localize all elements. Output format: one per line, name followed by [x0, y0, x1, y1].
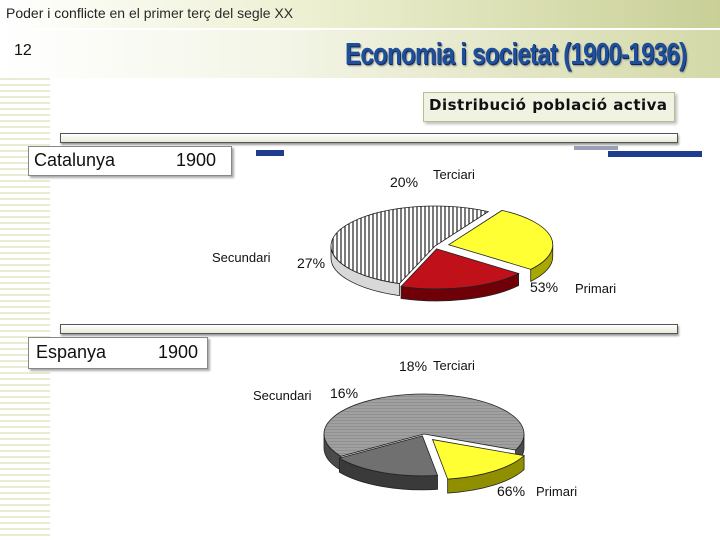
pie-slice-terciari [400, 248, 520, 290]
header-bar [0, 0, 720, 28]
year-label: 1900 [176, 150, 217, 170]
pie-category-label: Secundari [212, 250, 271, 265]
pie-chart-espanya: 66% Primari 16% Secundari 18% Terciari [253, 358, 577, 499]
pie-slice-primari [330, 205, 490, 285]
section-title-box [423, 92, 675, 122]
pie-category-label: Primari [575, 281, 616, 296]
pie-value-label: 18% [399, 358, 427, 374]
slide-number: 12 [14, 42, 32, 59]
decorative-dash [256, 150, 284, 156]
pie-slice-secundari [431, 439, 525, 480]
divider-top [60, 133, 678, 143]
pie-category-label: Terciari [433, 167, 475, 182]
presentation-title-part-b: en el primer terç del segle XX [109, 5, 294, 21]
pie-value-label: 27% [297, 255, 325, 271]
divider-middle [60, 324, 678, 334]
slide-title: Economia i societat (1900-1936) [345, 36, 687, 71]
pie-value-label: 53% [530, 279, 558, 295]
pie-value-label: 20% [390, 174, 418, 190]
pie-chart-catalunya: 53% Primari 27% Secundari 20% Terciari [212, 167, 616, 302]
pie-category-label: Terciari [433, 358, 475, 373]
section-title: Distribució població activa [429, 96, 668, 114]
year-label: 1900 [158, 342, 199, 362]
decorative-dash [608, 151, 702, 157]
pie-slice-terciari [338, 435, 439, 477]
region-label-box [28, 146, 232, 176]
pie-value-label: 16% [330, 385, 358, 401]
pie-slice-secundari [447, 209, 554, 270]
region-label-box [28, 337, 208, 369]
presentation-title: Poder i conflicte en el primer terç del … [6, 5, 293, 21]
pie-category-label: Primari [536, 484, 577, 499]
pie-category-label: Secundari [253, 388, 312, 403]
pie-value-label: 66% [497, 483, 525, 499]
title-band [0, 30, 720, 78]
pie-slice-primari [323, 393, 525, 457]
presentation-title-part-a: Poder i conflicte [6, 5, 106, 21]
decorative-dash [574, 146, 618, 150]
region-label: Catalunya [34, 150, 116, 170]
region-label: Espanya [36, 342, 107, 362]
